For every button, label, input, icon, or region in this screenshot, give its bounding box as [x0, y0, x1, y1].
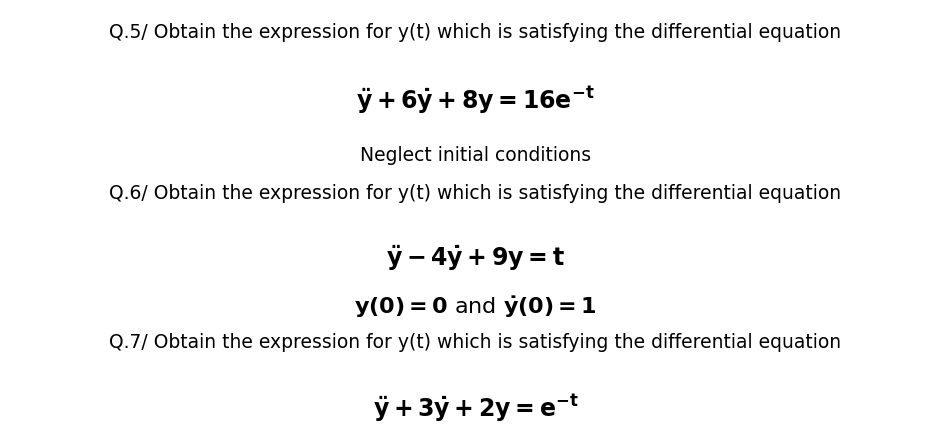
- Text: $\bf{\ddot{y} - 4\dot{y} + 9y = t}$: $\bf{\ddot{y} - 4\dot{y} + 9y = t}$: [386, 244, 565, 273]
- Text: Q.6/ Obtain the expression for y(t) which is satisfying the differential equatio: Q.6/ Obtain the expression for y(t) whic…: [109, 184, 842, 204]
- Text: Q.7/ Obtain the expression for y(t) which is satisfying the differential equatio: Q.7/ Obtain the expression for y(t) whic…: [109, 333, 842, 352]
- Text: Neglect initial conditions: Neglect initial conditions: [359, 146, 592, 165]
- Text: $\bf{\ddot{y} + 3\dot{y} + 2y = e^{-t}}$: $\bf{\ddot{y} + 3\dot{y} + 2y = e^{-t}}$: [373, 393, 578, 424]
- Text: $\bf{\ddot{y} + 6\dot{y} + 8y = 16e^{-t}}$: $\bf{\ddot{y} + 6\dot{y} + 8y = 16e^{-t}…: [357, 85, 594, 116]
- Text: $\bf{y(0){=}0 \text{ and } \dot{y}(0){=}1}$: $\bf{y(0){=}0 \text{ and } \dot{y}(0){=}…: [354, 295, 597, 320]
- Text: Q.5/ Obtain the expression for y(t) which is satisfying the differential equatio: Q.5/ Obtain the expression for y(t) whic…: [109, 23, 842, 42]
